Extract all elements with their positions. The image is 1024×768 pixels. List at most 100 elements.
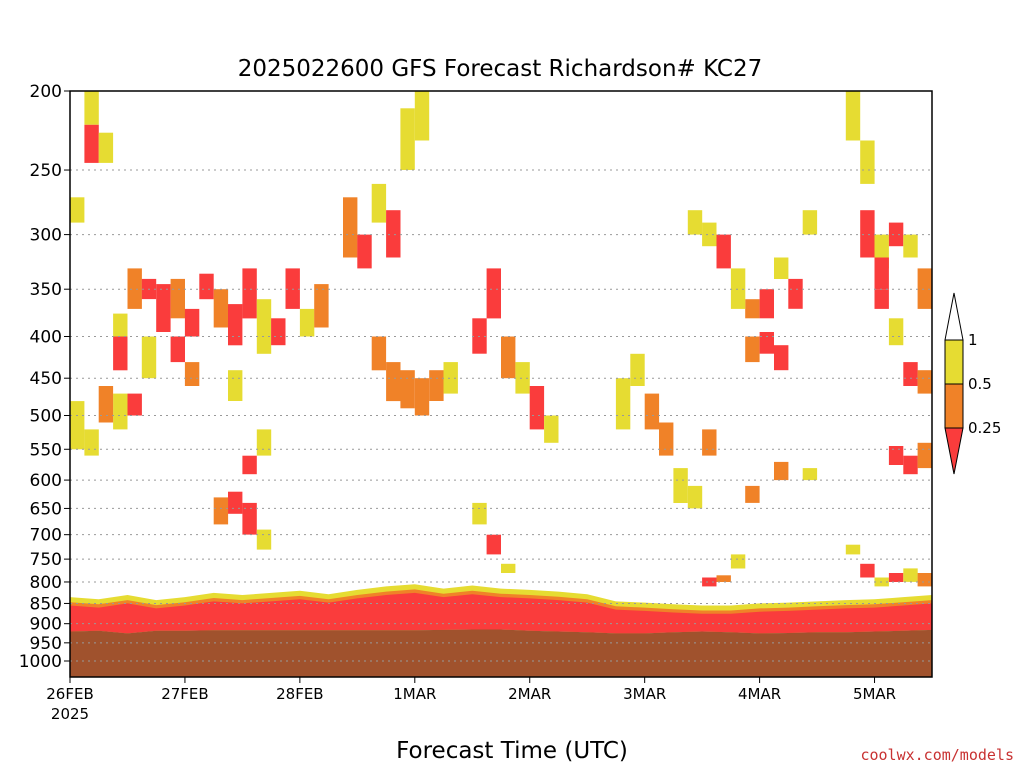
ri-cell	[386, 210, 401, 258]
ri-cell	[745, 299, 760, 319]
ri-cell	[802, 210, 818, 235]
x-tick-label: 3MAR	[623, 685, 666, 703]
y-tick-label: 350	[30, 280, 62, 300]
ri-cell	[802, 468, 818, 481]
ri-cell	[903, 455, 918, 475]
ri-cell	[860, 210, 875, 258]
ri-cell	[400, 108, 415, 170]
ri-cell	[170, 278, 185, 319]
ri-cell	[529, 386, 545, 430]
legend-swatch-lt0.25	[944, 427, 964, 475]
ri-cell	[702, 222, 717, 247]
ri-cell	[443, 362, 458, 394]
y-tick-label: 250	[30, 161, 62, 181]
ri-cell	[314, 284, 329, 328]
ri-cell	[702, 429, 717, 456]
site-credit[interactable]: coolwx.com/models	[860, 746, 1014, 764]
grid-lines	[70, 169, 932, 662]
x-tick-label: 2MAR	[508, 685, 551, 703]
x-tick-label: 4MAR	[738, 685, 781, 703]
legend-level-label: 0.5	[968, 375, 992, 393]
y-tick-label: 700	[30, 526, 62, 546]
ri-cell	[716, 575, 731, 582]
y-tick-label: 850	[30, 594, 62, 614]
ri-cell	[917, 573, 932, 587]
ri-cell	[386, 362, 401, 402]
ri-cell	[228, 491, 243, 514]
ri-cell	[888, 573, 904, 582]
ri-cell	[70, 401, 85, 450]
y-tick-label: 600	[30, 471, 62, 491]
ri-cell	[371, 336, 387, 371]
ri-cell	[486, 534, 501, 555]
ri-cell	[98, 132, 114, 163]
ri-cell	[113, 336, 128, 371]
ri-cell	[730, 268, 746, 309]
x-tick-sublabel: 2025	[51, 705, 89, 723]
ri-cell	[845, 91, 861, 141]
ri-cell	[702, 577, 717, 587]
y-axis: 200 250 300 350 400 450 500 550 600 650 700 750 8008…	[19, 82, 70, 672]
ri-cell	[774, 461, 789, 481]
ri-cell	[544, 415, 559, 443]
ri-cell	[127, 268, 142, 309]
ri-cell	[242, 268, 257, 319]
ri-cell	[98, 386, 114, 423]
legend-level-label: 1	[968, 331, 978, 349]
y-tick-label: 950	[30, 634, 62, 654]
plot-frame	[69, 90, 933, 678]
y-tick-label: 650	[30, 499, 62, 519]
ri-cell	[343, 197, 358, 258]
ri-cell	[932, 328, 946, 363]
ground-layer	[70, 629, 932, 677]
ri-cell	[673, 468, 688, 503]
ri-cell	[228, 370, 243, 401]
ri-cell	[745, 336, 760, 363]
ri-cell	[615, 378, 631, 430]
ri-cell	[917, 442, 932, 469]
ri-cell	[84, 91, 99, 125]
ri-cell	[788, 278, 803, 309]
ri-cell	[141, 336, 157, 379]
chart-title: 2025022600 GFS Forecast Richardson# KC27	[238, 56, 763, 82]
y-tick-label: 750	[30, 550, 62, 570]
x-tick-label: 1MAR	[393, 685, 436, 703]
ri-cell	[845, 544, 861, 555]
ri-cell	[687, 485, 703, 509]
ri-cell	[414, 91, 430, 141]
y-tick-label: 400	[30, 327, 62, 347]
ri-cell	[242, 455, 257, 475]
legend-level-label: 0.25	[968, 419, 1001, 437]
ri-cell	[371, 183, 387, 223]
ri-cell	[759, 332, 774, 354]
y-tick-label: 800	[30, 573, 62, 593]
ri-cell	[903, 568, 918, 582]
y-tick-label: 500	[30, 407, 62, 427]
y-tick-label: 900	[30, 615, 62, 635]
ri-cell	[127, 393, 142, 416]
legend-swatch-0.25-0.5	[944, 383, 964, 429]
ri-cell	[285, 268, 300, 309]
ri-cell	[730, 554, 746, 569]
ri-cell	[199, 273, 214, 300]
y-tick-label: 200	[30, 82, 62, 102]
ri-cell	[113, 313, 128, 337]
ri-cell	[213, 497, 229, 525]
x-tick-label: 5MAR	[853, 685, 896, 703]
ri-cell	[888, 446, 904, 465]
ri-cell	[917, 370, 932, 394]
ri-cell	[70, 197, 85, 223]
ri-cell	[184, 362, 200, 386]
ri-cell	[228, 304, 243, 346]
ri-cell	[630, 353, 645, 386]
ri-cell	[903, 362, 918, 386]
ri-cell	[874, 289, 889, 309]
ri-cell	[84, 429, 99, 456]
ri-cell	[400, 370, 415, 409]
ri-cell	[874, 257, 889, 290]
ri-cell	[429, 370, 444, 401]
ri-cell	[256, 299, 272, 354]
x-axis-label: Forecast Time (UTC)	[396, 738, 628, 764]
ri-cell	[184, 308, 200, 337]
